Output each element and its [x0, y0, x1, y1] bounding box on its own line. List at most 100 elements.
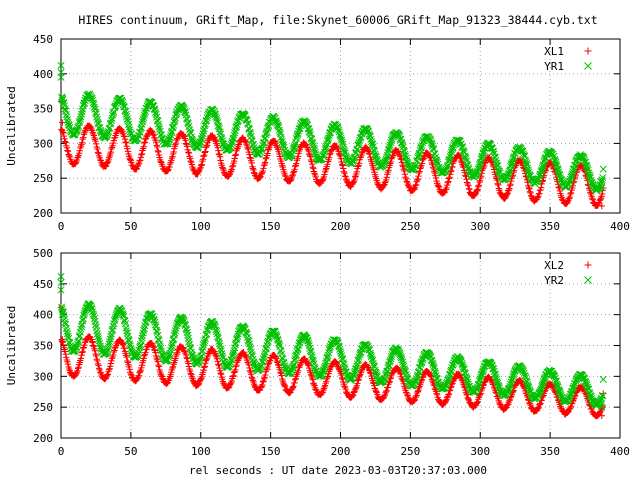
data-point [282, 173, 289, 180]
data-point [249, 165, 257, 172]
data-point [180, 316, 188, 324]
data-point [150, 131, 157, 139]
data-point [323, 353, 332, 361]
data-point [395, 150, 403, 158]
data-point [264, 363, 271, 371]
data-point [212, 113, 220, 121]
x-tick-label: 150 [261, 220, 281, 233]
data-point [355, 160, 363, 167]
data-point [109, 322, 117, 330]
series-xl1 [57, 98, 607, 210]
data-point [354, 380, 361, 387]
data-point [203, 114, 211, 122]
data-point [443, 184, 450, 192]
data-point [311, 148, 319, 156]
data-point [405, 183, 413, 190]
data-point [58, 305, 66, 313]
data-point [476, 178, 483, 186]
data-point [108, 145, 115, 153]
data-point [353, 362, 361, 370]
data-point [556, 171, 564, 179]
data-point [62, 139, 69, 146]
data-point [572, 158, 580, 166]
data-point [122, 352, 130, 359]
data-point [219, 165, 227, 172]
data-point [435, 182, 442, 190]
data-point [571, 380, 579, 388]
data-point [119, 341, 127, 348]
data-point [127, 156, 134, 163]
data-point [263, 366, 270, 374]
y-tick-label: 200 [33, 207, 53, 220]
data-point [309, 142, 317, 150]
data-point [492, 373, 500, 381]
data-point [446, 370, 454, 378]
data-point [203, 356, 210, 363]
data-point [89, 99, 97, 107]
data-point [355, 353, 363, 361]
data-point [266, 118, 274, 126]
data-point [597, 408, 604, 415]
data-point [569, 384, 577, 392]
data-point [412, 393, 420, 401]
data-point [120, 132, 127, 140]
data-point [59, 128, 66, 136]
data-point [107, 363, 114, 370]
y-tick-label: 250 [33, 401, 53, 414]
data-point [159, 375, 166, 382]
data-point [464, 380, 472, 388]
data-point [226, 382, 233, 390]
data-point [307, 348, 315, 356]
data-point [172, 324, 180, 332]
data-point [141, 139, 149, 146]
data-point [462, 173, 470, 180]
data-point [230, 372, 237, 379]
data-point [195, 167, 203, 175]
data-point [264, 150, 271, 157]
data-point [418, 139, 427, 147]
data-point [291, 376, 299, 383]
data-point [293, 160, 300, 167]
data-point [274, 122, 282, 130]
data-point [235, 356, 242, 364]
data-point [526, 188, 534, 195]
data-point [244, 144, 251, 152]
data-point [186, 155, 194, 162]
data-point [413, 372, 421, 381]
data-point [318, 389, 326, 397]
series-yr1 [57, 61, 607, 194]
data-point [72, 129, 80, 137]
x-tick-label: 400 [610, 445, 630, 458]
data-point [140, 111, 148, 119]
data-point [233, 361, 240, 369]
data-point [398, 156, 405, 163]
data-point [432, 174, 440, 182]
data-point [137, 368, 144, 375]
data-point [228, 166, 235, 173]
data-point [257, 384, 265, 391]
data-point [433, 158, 441, 166]
data-point [294, 153, 302, 160]
data-point [201, 363, 208, 370]
data-point [324, 351, 332, 360]
data-point [465, 395, 472, 403]
data-point [304, 146, 312, 153]
data-point [342, 173, 349, 180]
data-point [401, 171, 409, 178]
legend-label-xl1: XL1 [544, 45, 564, 58]
data-point [386, 143, 394, 151]
data-point [163, 380, 170, 387]
data-point [215, 147, 222, 154]
data-point [334, 339, 342, 347]
data-point [525, 184, 532, 192]
data-point [340, 168, 348, 175]
data-point [287, 176, 295, 183]
data-point [119, 98, 127, 106]
data-point [164, 356, 172, 364]
data-point [519, 147, 527, 156]
data-point [310, 144, 318, 152]
data-point [328, 146, 336, 153]
data-point [462, 172, 469, 179]
data-point [104, 129, 112, 137]
data-point [286, 368, 295, 376]
